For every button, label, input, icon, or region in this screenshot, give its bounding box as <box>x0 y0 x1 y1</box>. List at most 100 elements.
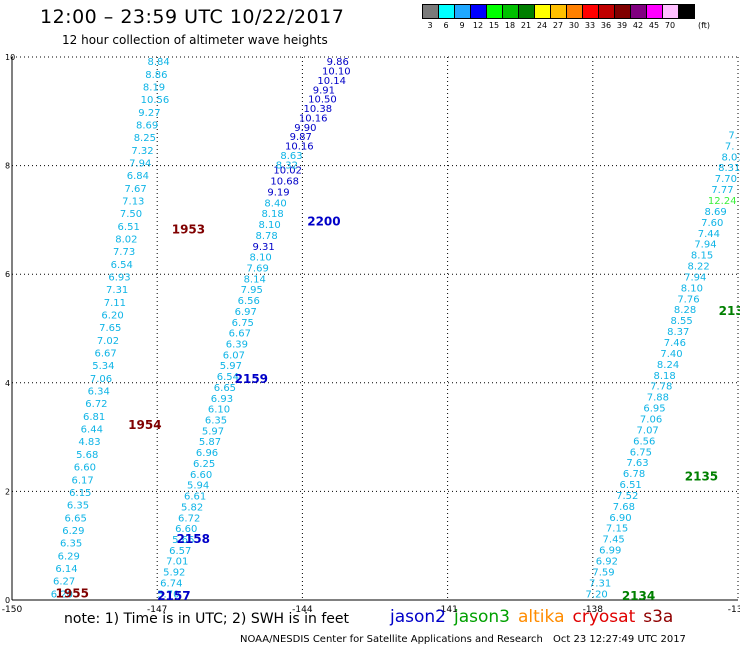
swh-value-label: 6.44 <box>81 425 103 436</box>
swh-value-label: 7.01 <box>166 557 188 568</box>
swh-value-label: 6.75 <box>630 447 652 458</box>
swh-value-label: 6.35 <box>67 501 89 512</box>
swh-value-label: 7.88 <box>647 393 669 404</box>
swh-value-label: 7.46 <box>664 338 686 349</box>
swh-value-label: 6.35 <box>205 416 227 427</box>
x-tick-label: -147 <box>147 605 167 615</box>
swh-value-label: 7.06 <box>90 374 112 385</box>
swh-value-label: 7.67 <box>124 184 146 195</box>
pass-time-label: 1953 <box>172 222 205 236</box>
swh-value-label: 6.93 <box>108 273 130 284</box>
satellite-label: s3a <box>643 607 674 627</box>
swh-value-label: 7. <box>728 130 738 141</box>
legend-unit: (ft) <box>697 21 711 30</box>
swh-value-label: 12.24 <box>708 196 737 207</box>
swh-value-label: 8.55 <box>671 316 693 327</box>
swh-value-label: 9.90 <box>294 123 316 134</box>
y-tick-label: 4 <box>5 379 10 388</box>
swh-value-label: 10.50 <box>308 95 337 106</box>
swh-value-label: 6.72 <box>178 513 200 524</box>
swh-value-label: 7.20 <box>586 589 608 600</box>
swh-value-label: 8.28 <box>674 305 696 316</box>
swh-value-label: 6.54 <box>217 372 239 383</box>
swh-value-label: 5.97 <box>202 426 224 437</box>
swh-value-label: 7.40 <box>660 349 682 360</box>
swh-value-label: 7.63 <box>626 458 648 469</box>
pass-time-label: 2136 <box>719 304 740 318</box>
swh-value-label: 6.07 <box>223 350 245 361</box>
swh-value-label: 8.14 <box>244 274 266 285</box>
swh-value-label: 8.22 <box>688 262 710 273</box>
swh-value-label: 6.96 <box>196 448 218 459</box>
swh-value-label: 6.72 <box>85 399 107 410</box>
legend-label: 18 <box>504 21 516 30</box>
swh-value-label: 6.81 <box>83 412 105 423</box>
swh-value-label: 6.10 <box>208 405 230 416</box>
satellite-legend: jason2 jason3 altika cryosat s3a <box>390 607 681 627</box>
legend-label: 21 <box>520 21 532 30</box>
swh-value-label: 7.70 <box>715 174 737 185</box>
credit-text: NOAA/NESDIS Center for Satellite Applica… <box>240 634 543 645</box>
swh-value-label: 9.27 <box>138 108 160 119</box>
swh-value-label: 6.65 <box>65 513 87 524</box>
swh-value-label: 4.83 <box>78 437 100 448</box>
swh-value-label: 6.56 <box>238 296 260 307</box>
x-tick-label: -138 <box>583 605 604 615</box>
swh-value-label: 7.13 <box>122 197 144 208</box>
legend-label: 39 <box>616 21 628 30</box>
swh-value-label: 9.86 <box>327 57 349 68</box>
swh-value-label: 6.15 <box>69 488 91 499</box>
swh-value-label: 7.94 <box>684 272 706 283</box>
swh-value-label: 7.69 <box>247 263 269 274</box>
swh-value-label: 7.94 <box>129 159 151 170</box>
swh-value-label: 6.92 <box>596 557 618 568</box>
chart-subtitle: 12 hour collection of altimeter wave hei… <box>62 33 328 47</box>
swh-value-label: 9.31 <box>253 242 275 253</box>
pass-time-label: 2158 <box>177 532 210 546</box>
swh-value-label: 5.66 <box>172 535 194 546</box>
swh-value-label: 10.16 <box>285 142 314 153</box>
swh-value-label: 7.31 <box>106 285 128 296</box>
swh-value-label: 8.10 <box>258 220 280 231</box>
swh-value-label: 6.35 <box>60 539 82 550</box>
swh-value-label: 10.02 <box>273 166 302 177</box>
legend-label: 9 <box>459 21 465 30</box>
generated-timestamp: Oct 23 12:27:49 UTC 2017 <box>553 634 686 645</box>
pass-time-label: 2134 <box>622 589 655 603</box>
swh-value-label: 6.99 <box>599 546 621 557</box>
legend-label: 3 <box>427 21 433 30</box>
chart-title: 12:00 – 23:59 UTC 10/22/2017 <box>40 6 345 28</box>
swh-value-label: 6.25 <box>193 459 215 470</box>
y-tick-label: 8 <box>5 162 10 171</box>
swh-value-label: 6.65 <box>214 383 236 394</box>
satellite-label: cryosat <box>572 607 636 627</box>
swh-value-label: 10.38 <box>304 104 333 115</box>
swh-value-label: 8.69 <box>136 120 158 131</box>
y-tick-label: 0 <box>5 596 10 605</box>
x-tick-label: -141 <box>437 605 457 615</box>
swh-value-label: 6.74 <box>160 578 182 589</box>
legend-label: 15 <box>488 21 500 30</box>
swh-value-label: 8.25 <box>134 133 156 144</box>
swh-value-label: 6.56 <box>633 436 655 447</box>
swh-value-label: 6.97 <box>235 307 257 318</box>
swh-value-label: 6.51 <box>620 480 642 491</box>
satellite-label: jason3 <box>454 607 510 627</box>
footer-note: note: 1) Time is in UTC; 2) SWH is in fe… <box>64 611 350 627</box>
swh-value-label: 5.68 <box>76 450 98 461</box>
swh-value-label: 6.95 <box>643 404 665 415</box>
swh-value-label: 8.78 <box>255 231 277 242</box>
swh-value-label: 9.19 <box>267 187 289 198</box>
swh-value-label: 7.68 <box>613 502 635 513</box>
legend-label: 45 <box>648 21 660 30</box>
swh-value-label: 8.86 <box>145 70 167 81</box>
swh-value-label: 8.84 <box>148 57 170 68</box>
swh-value-label: 6.60 <box>190 470 212 481</box>
swh-value-label: 5.92 <box>163 568 185 579</box>
pass-time-label: 1954 <box>128 418 161 432</box>
legend-label: 36 <box>600 21 612 30</box>
swh-value-label: 8.18 <box>654 371 676 382</box>
pass-time-label: 2200 <box>307 214 340 228</box>
swh-value-label: 7.32 <box>131 146 153 157</box>
